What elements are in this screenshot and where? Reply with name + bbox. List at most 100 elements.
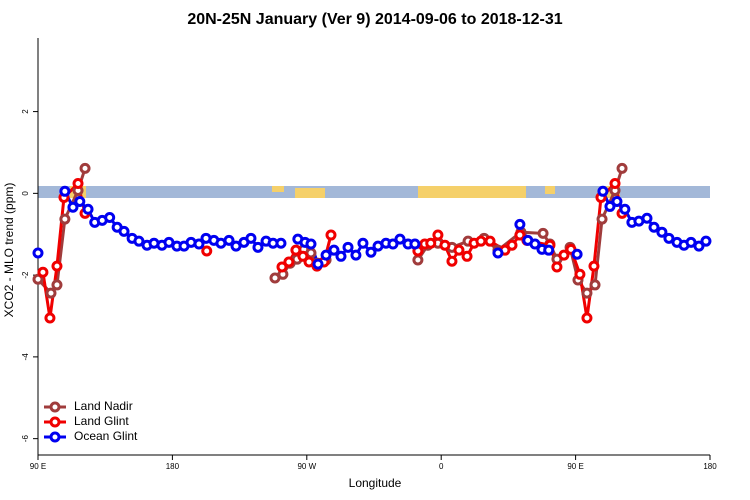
point bbox=[604, 200, 616, 212]
point bbox=[193, 238, 205, 250]
point bbox=[276, 261, 288, 273]
point bbox=[461, 250, 473, 262]
y-tick-label: -2 bbox=[21, 271, 30, 279]
point bbox=[59, 213, 71, 225]
point bbox=[641, 212, 653, 224]
point bbox=[387, 238, 399, 250]
x-tick-label: 180 bbox=[166, 462, 180, 471]
point bbox=[44, 312, 56, 324]
point bbox=[484, 235, 496, 247]
point bbox=[616, 162, 628, 174]
point bbox=[514, 218, 526, 230]
point bbox=[45, 287, 57, 299]
point bbox=[32, 273, 44, 285]
point bbox=[335, 250, 347, 262]
legend-marker bbox=[49, 401, 61, 413]
point bbox=[574, 268, 586, 280]
point bbox=[32, 247, 44, 259]
point bbox=[409, 238, 421, 250]
point bbox=[446, 255, 458, 267]
point bbox=[72, 178, 84, 190]
x-tick-label: 0 bbox=[439, 462, 444, 471]
y-tick-label: -4 bbox=[21, 353, 30, 361]
point bbox=[412, 254, 424, 266]
ocean-band bbox=[38, 186, 710, 198]
legend-label: Land Nadir bbox=[74, 399, 133, 413]
point bbox=[223, 234, 235, 246]
point bbox=[365, 246, 377, 258]
y-axis-label: XCO2 - MLO trend (ppm) bbox=[2, 183, 16, 318]
point bbox=[51, 260, 63, 272]
point bbox=[201, 245, 213, 257]
point bbox=[275, 237, 287, 249]
point bbox=[325, 229, 337, 241]
point bbox=[252, 241, 264, 253]
point bbox=[571, 248, 583, 260]
point bbox=[439, 239, 451, 251]
x-axis-label: Longitude bbox=[349, 476, 402, 490]
legend-marker bbox=[49, 431, 61, 443]
point bbox=[506, 239, 518, 251]
legend-marker bbox=[49, 416, 61, 428]
point bbox=[529, 238, 541, 250]
land-patch bbox=[545, 186, 555, 194]
point bbox=[37, 266, 49, 278]
point bbox=[118, 225, 130, 237]
point bbox=[357, 237, 369, 249]
point bbox=[82, 203, 94, 215]
point bbox=[543, 244, 555, 256]
point bbox=[133, 235, 145, 247]
point bbox=[290, 244, 302, 256]
point bbox=[537, 227, 549, 239]
point bbox=[350, 249, 362, 261]
point bbox=[700, 235, 712, 247]
point bbox=[394, 233, 406, 245]
y-tick-label: 0 bbox=[21, 191, 30, 196]
land-patch bbox=[418, 186, 526, 198]
point bbox=[609, 178, 621, 190]
point bbox=[297, 250, 309, 262]
point bbox=[59, 185, 71, 197]
point bbox=[283, 256, 295, 268]
point bbox=[320, 249, 332, 261]
point bbox=[611, 196, 623, 208]
x-tick-label: 90 E bbox=[567, 462, 583, 471]
point bbox=[104, 211, 116, 223]
chart-title: 20N-25N January (Ver 9) 2014-09-06 to 20… bbox=[187, 11, 562, 28]
y-tick-label: 2 bbox=[21, 109, 30, 114]
point bbox=[475, 235, 487, 247]
point bbox=[596, 213, 608, 225]
point bbox=[588, 260, 600, 272]
map-band bbox=[38, 186, 710, 198]
point bbox=[693, 240, 705, 252]
point bbox=[663, 232, 675, 244]
point bbox=[656, 226, 668, 238]
point bbox=[551, 261, 563, 273]
point bbox=[648, 221, 660, 233]
point bbox=[581, 312, 593, 324]
land-patch bbox=[272, 186, 284, 192]
point bbox=[342, 241, 354, 253]
point bbox=[312, 258, 324, 270]
point bbox=[619, 203, 631, 215]
point bbox=[432, 229, 444, 241]
legend-label: Ocean Glint bbox=[74, 429, 138, 443]
point bbox=[589, 279, 601, 291]
point bbox=[245, 232, 257, 244]
point bbox=[492, 247, 504, 259]
point bbox=[581, 287, 593, 299]
x-tick-label: 180 bbox=[703, 462, 717, 471]
point bbox=[328, 244, 340, 256]
point bbox=[305, 238, 317, 250]
point bbox=[425, 237, 437, 249]
x-tick-label: 90 W bbox=[297, 462, 316, 471]
point bbox=[51, 279, 63, 291]
point bbox=[514, 229, 526, 241]
point bbox=[558, 249, 570, 261]
point bbox=[79, 162, 91, 174]
point bbox=[597, 185, 609, 197]
point bbox=[67, 201, 79, 213]
land-patch bbox=[295, 188, 325, 198]
y-tick-label: -6 bbox=[21, 435, 30, 443]
